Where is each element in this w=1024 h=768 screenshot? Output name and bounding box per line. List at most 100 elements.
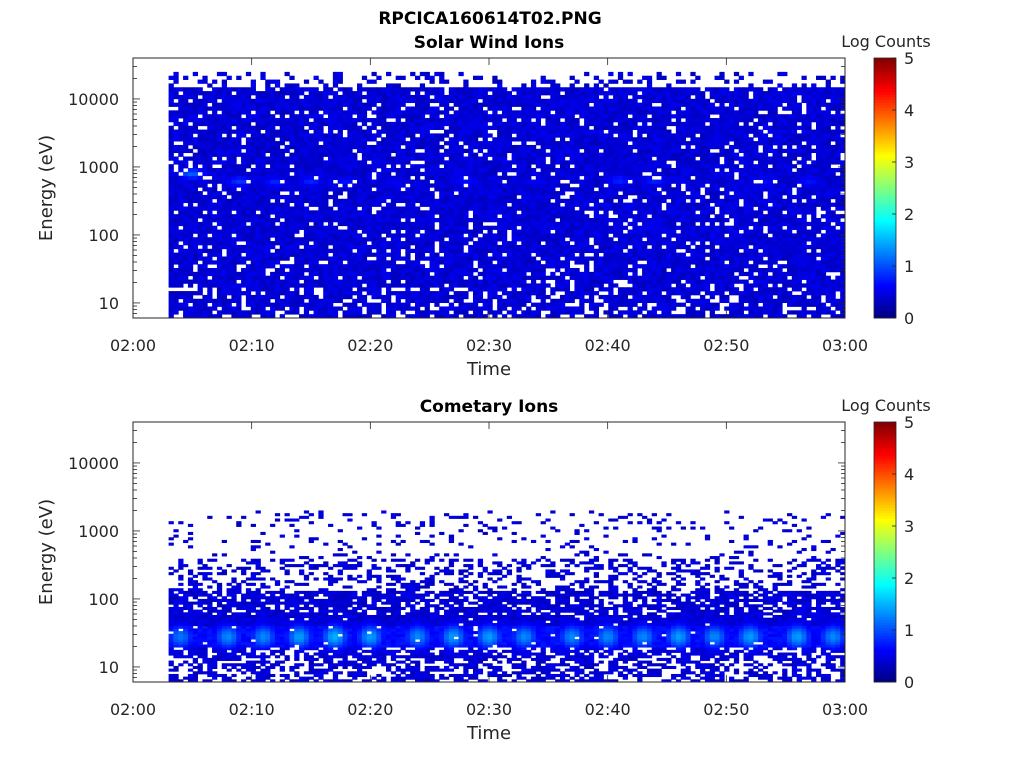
heatmap-cell [361,129,368,134]
heatmap-cell [294,94,300,100]
heatmap-cell [342,256,348,261]
heatmap-cell [579,229,585,234]
heatmap-cell [545,283,551,288]
heatmap-cell [448,160,455,165]
heatmap-cell [400,179,406,184]
heatmap-cell [526,225,532,230]
heatmap-cell [207,194,213,200]
heatmap-cell [250,191,256,196]
heatmap-cell [472,156,479,161]
heatmap-cell [448,125,455,130]
heatmap-cell [173,229,179,234]
heatmap-cell [347,133,353,138]
heatmap-cell [231,164,237,169]
heatmap-cell [540,233,546,238]
heatmap-cell [274,225,281,230]
heatmap-cell [245,175,252,180]
heatmap-cell [588,187,595,192]
heatmap-cell [472,98,479,104]
heatmap-cell [366,306,372,311]
heatmap-cell [574,248,580,254]
heatmap-cell [332,264,339,269]
heatmap-cell [226,229,232,234]
heatmap-cell [463,214,469,219]
heatmap-cell [448,302,455,307]
heatmap-cell [497,210,503,215]
heatmap-cell [313,244,319,250]
heatmap-cell [303,144,310,150]
heatmap-cell [265,237,271,242]
heatmap-cell [419,164,426,169]
heatmap-cell [173,148,179,154]
heatmap-cell [318,225,324,230]
heatmap-cell [260,256,266,261]
heatmap-cell [303,94,310,100]
heatmap-cell [516,121,522,127]
heatmap-cell [279,298,285,304]
heatmap-cell [419,183,426,188]
heatmap-cell [598,129,604,134]
heatmap-cell [603,110,609,115]
heatmap-cell [178,264,184,269]
heatmap-cell [593,264,599,269]
heatmap-cell [187,102,194,107]
heatmap-cell [328,121,334,127]
heatmap-cell [361,171,368,177]
heatmap-cell [187,106,194,111]
heatmap-cell [501,271,508,277]
heatmap-cell [579,164,585,169]
heatmap-cell [617,314,624,319]
heatmap-cell [593,148,599,154]
heatmap-cell [376,260,382,265]
heatmap-cell [593,233,599,238]
heatmap-cell [284,310,290,315]
heatmap-cell [453,183,459,188]
heatmap-cell [226,237,232,242]
heatmap-cell [501,148,508,154]
heatmap-cell [270,302,276,307]
heatmap-cell [168,114,174,119]
heatmap-cell [202,137,208,142]
heatmap-cell [212,133,218,138]
heatmap-cell [308,314,314,319]
heatmap-cell [226,187,232,192]
heatmap-cell [212,302,218,307]
heatmap-cell [463,114,469,119]
heatmap-cell [569,225,575,230]
heatmap-cell [299,198,305,204]
heatmap-cell [361,206,368,211]
heatmap-cell [429,75,435,80]
heatmap-cell [463,310,469,315]
heatmap-cell [550,194,556,200]
heatmap-cell [439,98,445,104]
heatmap-cell [202,294,208,300]
heatmap-cell [328,268,334,273]
heatmap-cell [328,168,334,173]
heatmap-cell [584,291,590,296]
heatmap-cell [347,279,353,284]
heatmap-cell [535,233,542,238]
heatmap-cell [294,171,300,177]
heatmap-cell [260,191,266,196]
heatmap-cell [207,225,213,230]
heatmap-cell [530,168,537,173]
heatmap-cell [250,98,256,104]
heatmap-cell [439,121,445,127]
heatmap-cell [381,294,387,300]
heatmap-cell [207,271,213,277]
heatmap-cell [458,256,464,261]
heatmap-cell [593,198,599,204]
heatmap-cell [366,202,372,207]
heatmap-cell [613,106,619,111]
heatmap-cell [458,279,464,284]
heatmap-cell [173,291,179,296]
heatmap-cell [299,118,305,123]
heatmap-cell [419,144,426,150]
heatmap-cell [207,148,213,154]
heatmap-cell [371,160,377,165]
heatmap-cell [255,248,261,254]
heatmap-cell [506,244,513,250]
heatmap-cell [337,98,343,104]
heatmap-cell [328,214,334,219]
heatmap-cell [352,221,358,227]
